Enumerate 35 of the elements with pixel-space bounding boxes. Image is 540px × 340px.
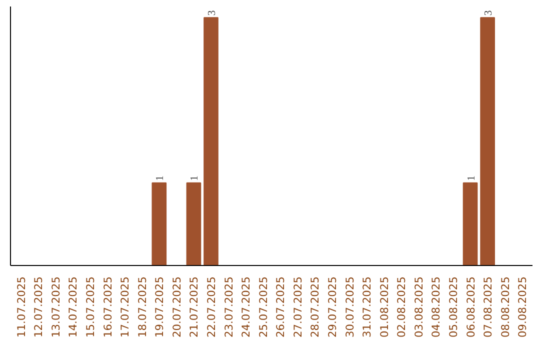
x-tick-label: 11.07.2025 bbox=[14, 276, 28, 338]
x-tick-label: 24.07.2025 bbox=[240, 276, 253, 338]
x-tick-label: 09.08.2025 bbox=[516, 276, 530, 338]
data-label: 1 bbox=[155, 176, 166, 181]
x-tick-label: 22.07.2025 bbox=[205, 276, 218, 338]
x-tick-label: 08.08.2025 bbox=[498, 276, 512, 338]
x-tick-label: 29.07.2025 bbox=[326, 276, 339, 338]
data-label: 3 bbox=[484, 10, 495, 16]
x-tick-label: 16.07.2025 bbox=[101, 276, 114, 338]
x-tick-label: 30.07.2025 bbox=[343, 276, 356, 338]
x-tick-label: 27.07.2025 bbox=[291, 276, 304, 338]
x-tick-label: 07.08.2025 bbox=[482, 276, 495, 338]
data-label: 1 bbox=[466, 176, 478, 181]
x-tick-label: 06.08.2025 bbox=[464, 276, 478, 338]
x-tick-label: 23.07.2025 bbox=[222, 276, 236, 338]
x-tick-label: 18.07.2025 bbox=[136, 276, 149, 338]
x-tick-label: 01.08.2025 bbox=[378, 276, 391, 338]
x-tick-label: 31.07.2025 bbox=[360, 276, 374, 338]
x-tick-label: 15.07.2025 bbox=[84, 276, 98, 338]
data-label: 1 bbox=[190, 176, 201, 181]
x-tick-label: 26.07.2025 bbox=[274, 276, 288, 338]
x-tick-label: 13.07.2025 bbox=[49, 276, 62, 338]
x-tick-label: 05.08.2025 bbox=[446, 276, 460, 338]
data-label: 3 bbox=[207, 10, 218, 16]
x-tick-label: 20.07.2025 bbox=[170, 276, 184, 338]
x-tick-label: 03.08.2025 bbox=[412, 276, 426, 338]
x-tick-label: 19.07.2025 bbox=[153, 276, 166, 338]
x-tick-label: 04.08.2025 bbox=[430, 276, 443, 338]
x-tick-label: 14.07.2025 bbox=[66, 276, 80, 338]
x-tick-label: 02.08.2025 bbox=[395, 276, 408, 338]
x-tick-label: 25.07.2025 bbox=[256, 276, 270, 338]
x-tick-label: 17.07.2025 bbox=[118, 276, 132, 338]
x-tick-label: 12.07.2025 bbox=[32, 276, 46, 338]
x-tick-label: 28.07.2025 bbox=[308, 276, 322, 338]
x-tick-label: 21.07.2025 bbox=[188, 276, 201, 338]
